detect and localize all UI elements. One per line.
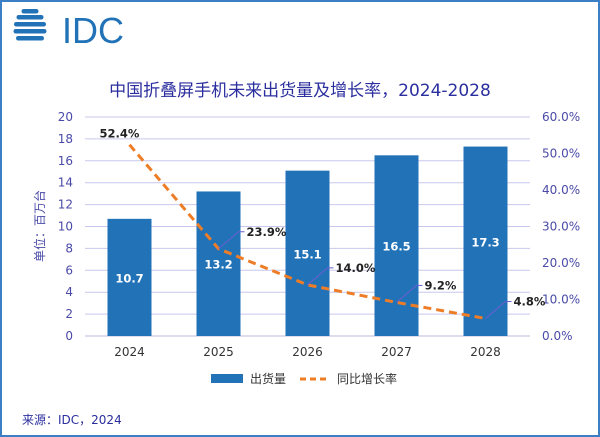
x-tick-label: 2028: [470, 345, 501, 359]
line-data-label: 9.2%: [425, 278, 457, 292]
globe-stripe: [13, 29, 47, 34]
y2-tick-label: 30.0%: [542, 220, 580, 234]
bar-data-label: 13.2: [204, 258, 232, 272]
bar-data-label: 16.5: [382, 240, 410, 254]
leader-line: [485, 300, 512, 319]
legend-swatch-bar: [211, 374, 243, 383]
x-tick-label: 2025: [203, 345, 234, 359]
line-data-label: 52.4%: [100, 127, 140, 141]
y-tick-label: 4: [65, 285, 73, 299]
leader-line: [307, 267, 334, 286]
y-tick-label: 0: [65, 329, 73, 343]
line-data-label: 14.0%: [336, 261, 376, 275]
y2-tick-label: 60.0%: [542, 110, 580, 124]
bar: [463, 146, 508, 336]
line-data-label: 23.9%: [247, 225, 287, 239]
globe-stripe: [14, 22, 46, 27]
y2-tick-label: 20.0%: [542, 256, 580, 270]
y-tick-label: 6: [65, 263, 73, 277]
bar: [107, 218, 152, 336]
y2-tick-label: 50.0%: [542, 147, 580, 161]
growth-line: [128, 143, 486, 320]
y-tick-label: 10: [58, 220, 73, 234]
y-tick-label: 14: [58, 176, 73, 190]
line-data-label: 4.8%: [514, 294, 546, 308]
leader-line: [396, 284, 423, 303]
chart-title: 中国折叠屏手机未来出货量及增长率，2024-2028: [109, 81, 491, 101]
source-note: 来源：IDC，2024: [22, 413, 122, 427]
leader-line: [218, 231, 245, 250]
bar: [196, 191, 241, 336]
x-tick-label: 2027: [381, 345, 412, 359]
bar-data-label: 17.3: [471, 235, 499, 249]
y-tick-label: 18: [58, 132, 73, 146]
y-tick-label: 2: [65, 307, 73, 321]
bar-data-label: 15.1: [293, 247, 321, 261]
legend-label-line: 同比增长率: [337, 371, 397, 386]
x-tick-label: 2024: [114, 345, 145, 359]
y-tick-label: 16: [58, 154, 73, 168]
legend-label-bar: 出货量: [250, 371, 286, 386]
y2-tick-label: 10.0%: [542, 293, 580, 307]
y2-tick-label: 0.0%: [542, 329, 573, 343]
globe-icon: [13, 9, 47, 41]
bar: [285, 170, 330, 336]
y2-tick-label: 40.0%: [542, 183, 580, 197]
bar-data-label: 10.7: [115, 271, 143, 285]
legend: 出货量 同比增长率: [211, 371, 397, 386]
idc-logo: IDC: [13, 9, 124, 51]
y-axis-label: 单位：百万台: [32, 190, 47, 262]
globe-stripe: [16, 36, 44, 41]
x-tick-label: 2026: [292, 345, 323, 359]
y-tick-label: 12: [58, 198, 73, 212]
y-tick-label: 8: [65, 241, 73, 255]
globe-stripe: [16, 15, 44, 20]
logo-text: IDC: [62, 10, 124, 51]
globe-stripe: [21, 9, 39, 14]
y-tick-label: 20: [58, 110, 73, 124]
